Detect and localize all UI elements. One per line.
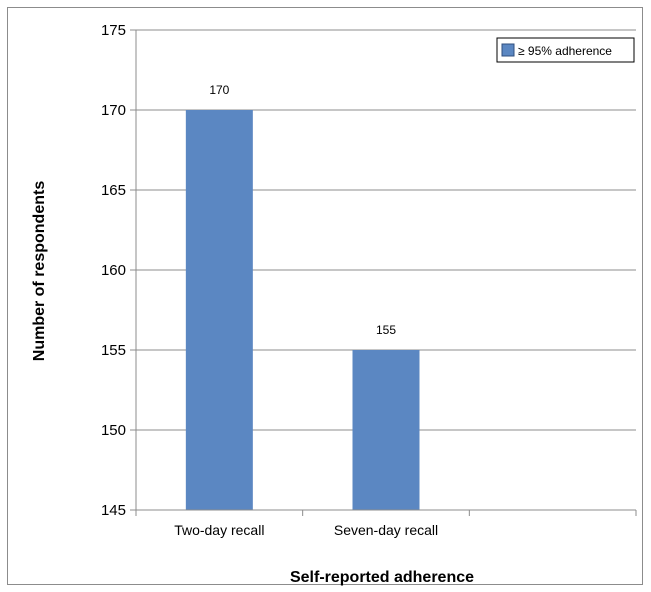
legend: ≥ 95% adherence bbox=[496, 37, 635, 63]
data-label: 155 bbox=[376, 323, 396, 337]
y-tick-label: 160 bbox=[101, 262, 126, 279]
chart-frame bbox=[7, 7, 643, 585]
bars bbox=[185, 110, 420, 510]
axes bbox=[135, 30, 637, 516]
y-tick-label: 155 bbox=[101, 342, 126, 359]
legend-label: ≥ 95% adherence bbox=[518, 44, 612, 58]
y-tick-label: 145 bbox=[101, 502, 126, 519]
y-tick-label: 150 bbox=[101, 422, 126, 439]
y-tick-label: 175 bbox=[101, 22, 126, 39]
x-category-label: Seven-day recall bbox=[334, 522, 438, 538]
data-label: 170 bbox=[209, 83, 229, 97]
legend-box bbox=[496, 37, 635, 63]
y-axis-title: Number of respondents bbox=[31, 181, 48, 362]
x-axis-title: Self-reported adherence bbox=[290, 569, 474, 586]
bar bbox=[185, 110, 253, 510]
bar bbox=[352, 350, 420, 510]
y-tick-labels: 145 150 155 160 165 170 175 bbox=[101, 22, 126, 519]
x-category-label: Two-day recall bbox=[174, 522, 264, 538]
data-labels: 170 155 bbox=[209, 83, 396, 337]
x-category-labels: Two-day recall Seven-day recall bbox=[174, 522, 438, 538]
y-tick-label: 165 bbox=[101, 182, 126, 199]
legend-swatch bbox=[501, 43, 515, 57]
y-tick-label: 170 bbox=[101, 102, 126, 119]
